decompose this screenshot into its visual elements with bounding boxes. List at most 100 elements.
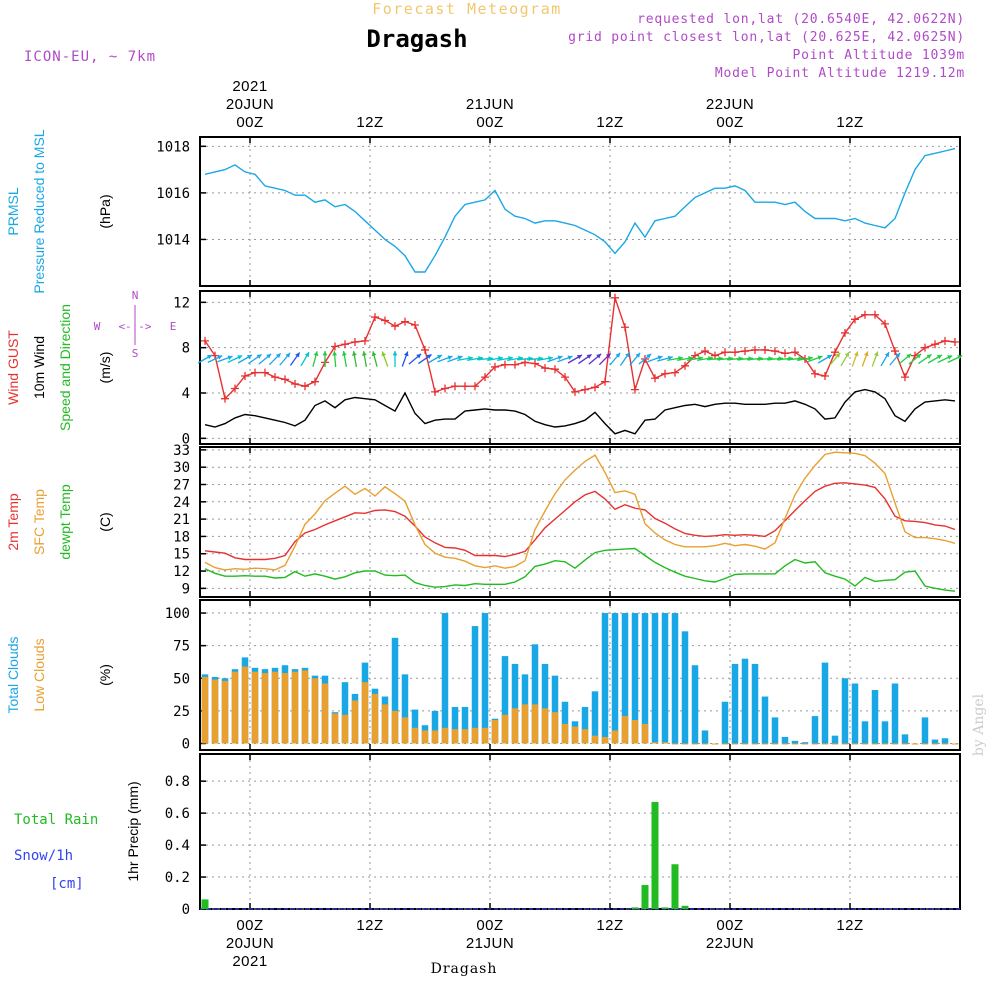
wind-direction-arrowhead [436,355,442,360]
clouds-bar [561,701,569,744]
wind-gust-marker [791,348,799,357]
pressure-ytick-label: 1016 [156,186,190,202]
precip-ytick-label: 0.8 [165,774,190,790]
clouds-bar [681,631,689,744]
wind-gust-marker [261,368,269,377]
clouds-bar [621,613,629,744]
wind-direction-arrowhead [227,355,233,361]
wind-gust-marker [621,323,629,332]
clouds-bar [771,743,779,745]
clouds-frame [199,599,961,751]
clouds-bar [831,743,839,745]
clouds-bar [261,673,269,744]
clouds-bar [761,696,769,744]
temp-side-label: dewpt Temp [57,484,73,559]
clouds-bar [371,693,379,744]
temp-series-line [204,451,956,571]
clouds-bar [391,637,399,744]
clouds-bar [761,743,769,745]
clouds-bar [791,743,799,745]
clouds-bar [301,670,309,744]
wind-direction-arrowhead [352,351,357,356]
wind-gust-marker [701,347,709,356]
wind-gust-marker [341,340,349,349]
clouds-bar [331,713,339,744]
wind-gust-marker [231,384,239,393]
wind-panel: 0 4 8 12 Wind GUST 10m Wind Speed and Directio… [5,289,963,447]
wind-direction-arrowhead [447,355,453,361]
precip-bar [661,907,669,909]
clouds-ytick-label: 100 [165,606,190,622]
wind-side-label: (m/s) [97,352,113,384]
wind-direction-arrowhead [322,351,328,356]
wind-direction-arrowhead [403,351,409,357]
clouds-side-label: (%) [97,664,113,686]
clouds-bar [751,663,759,744]
wind-gust-marker [851,315,859,324]
clouds-bar [351,700,359,744]
model-altitude: Model Point Altitude 1219.12m [715,66,965,81]
wind-gust-marker [371,313,379,322]
wind-direction-arrowhead [548,356,553,361]
wind-direction-arrowhead [275,353,281,359]
wind-direction-arrowhead [957,355,963,360]
wind-direction-arrowhead [256,354,262,359]
clouds-bar [921,717,929,744]
wind-gust-marker [471,382,479,391]
wind-gust-marker [611,293,619,302]
wind-gust-marker [291,379,299,388]
wind-series-line [204,388,956,435]
clouds-bar [291,671,299,744]
wind-gust-marker [661,369,669,378]
clouds-bar [611,730,619,744]
clouds-bar [641,723,649,744]
clouds-bar [841,678,849,744]
wind-side-label: Wind GUST [5,330,21,405]
temp-ytick-label: 18 [173,529,190,545]
clouds-bar [471,727,479,744]
temp-side-label: (C) [97,512,113,531]
wind-direction-arrowhead [926,354,932,359]
clouds-bar [701,730,709,744]
clouds-bar [861,743,869,745]
time-label-bottom: 20JUN [226,935,274,952]
temp-frame [199,446,961,598]
clouds-bar [591,735,599,744]
clouds-bar [461,706,469,744]
wind-direction-arrowhead [844,352,849,358]
clouds-bar [651,613,659,744]
wind-direction-arrowhead [596,353,602,359]
wind-frame [199,290,961,445]
temp-ytick-label: 30 [173,460,190,476]
model-label: ICON-EU, ~ 7km [24,49,156,65]
precip-ytick-label: 0 [182,902,190,918]
wind-gust-marker [841,328,849,337]
clouds-bar [871,690,879,744]
clouds-bar [411,727,419,744]
wind-gust-marker [301,382,309,391]
wind-gust-marker [421,345,429,354]
clouds-bar [571,726,579,744]
wind-direction-arrowhead [457,355,463,361]
compass-south: S [132,347,139,360]
clouds-bar [601,613,609,744]
clouds-bar [481,727,489,744]
clouds-bar [531,704,539,744]
wind-direction-arrowhead [947,355,953,360]
clouds-bar [851,683,859,744]
clouds-bar [681,743,689,745]
wind-direction-arrowhead [657,355,663,361]
time-label-bottom: 12Z [596,917,623,934]
wind-gust-marker [931,340,939,349]
time-label-bottom: 00Z [476,917,503,934]
clouds-bar [581,706,589,744]
wind-direction-arrowhead [916,353,922,359]
wind-gust-marker [571,387,579,396]
time-label-bottom: 12Z [356,917,383,934]
clouds-bar [441,613,449,744]
clouds-bar [451,729,459,744]
clouds-bar [951,743,959,745]
clouds-bar [721,743,729,745]
clouds-bar [481,613,489,744]
clouds-bar [311,678,319,744]
